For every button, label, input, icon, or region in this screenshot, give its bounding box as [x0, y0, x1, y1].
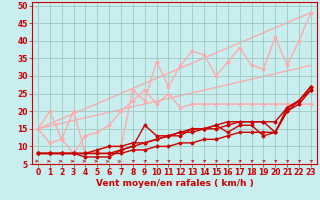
- X-axis label: Vent moyen/en rafales ( km/h ): Vent moyen/en rafales ( km/h ): [96, 179, 253, 188]
